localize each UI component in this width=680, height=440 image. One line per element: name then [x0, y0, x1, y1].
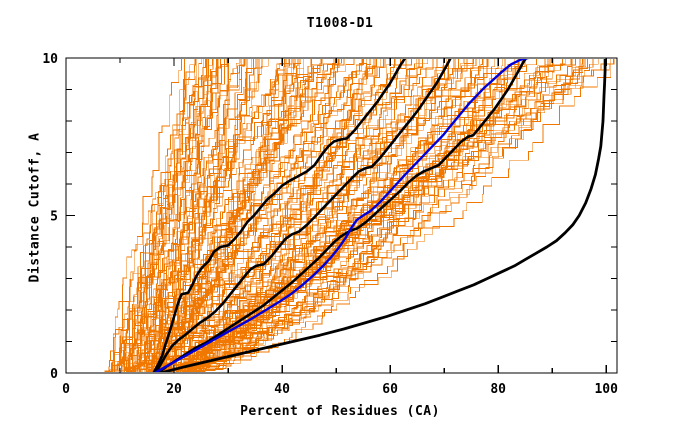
background-curve	[188, 59, 563, 372]
background-curve	[128, 59, 246, 372]
highlight-curve-2	[154, 59, 452, 372]
background-curve	[132, 59, 260, 372]
y-tick-label: 5	[50, 210, 58, 225]
x-tick-label: 80	[490, 382, 506, 397]
background-curve	[152, 59, 302, 372]
background-curve	[110, 59, 213, 372]
background-curve	[162, 59, 434, 372]
background-curve	[166, 59, 404, 372]
axes-group: 0 20 40 60 80 100 0 5 10	[42, 52, 618, 397]
x-tick-label: 100	[594, 382, 618, 397]
background-curve	[160, 59, 370, 372]
background-curve	[178, 59, 520, 372]
background-curve	[187, 59, 584, 372]
x-tick-label: 40	[274, 382, 290, 397]
background-curve	[164, 59, 484, 372]
highlight-curves-group	[152, 59, 607, 372]
background-curve	[188, 59, 573, 372]
background-curve	[109, 59, 204, 372]
background-curve	[121, 59, 217, 372]
x-tick-label: 60	[382, 382, 398, 397]
background-curve	[192, 59, 612, 372]
x-tick-label: 0	[62, 382, 70, 397]
background-curve	[202, 59, 587, 372]
background-curve	[151, 59, 368, 372]
background-curve	[157, 59, 372, 372]
highlight-curve-1	[152, 59, 407, 372]
background-curve	[191, 59, 504, 372]
background-curve	[188, 59, 584, 372]
highlight-curve-4-lower	[160, 59, 607, 372]
background-curve	[185, 59, 551, 372]
x-tick-label: 20	[166, 382, 182, 397]
background-curve	[113, 59, 182, 372]
background-curve	[176, 59, 465, 372]
background-curve	[124, 59, 219, 372]
background-curve	[138, 59, 269, 372]
background-curve	[155, 59, 340, 372]
background-curve	[111, 59, 196, 372]
background-curve	[154, 59, 337, 372]
background-curve	[153, 59, 323, 372]
background-curve	[195, 59, 589, 372]
highlight-curve-3	[157, 59, 528, 372]
chart-title: T1008-D1	[306, 16, 374, 31]
background-curve	[132, 59, 241, 372]
background-curve	[155, 59, 378, 372]
background-curve	[188, 59, 594, 372]
background-curve	[161, 59, 396, 372]
y-tick-label: 0	[50, 367, 58, 382]
y-tick-label: 10	[42, 52, 58, 67]
background-curve	[125, 59, 203, 372]
background-curve	[132, 59, 246, 372]
background-curve	[145, 59, 323, 372]
reference-curve-blue	[154, 59, 529, 372]
background-curve	[145, 59, 290, 372]
background-curve	[200, 59, 566, 372]
x-axis-label: Percent of Residues (CA)	[240, 404, 440, 419]
background-curve	[119, 59, 228, 372]
